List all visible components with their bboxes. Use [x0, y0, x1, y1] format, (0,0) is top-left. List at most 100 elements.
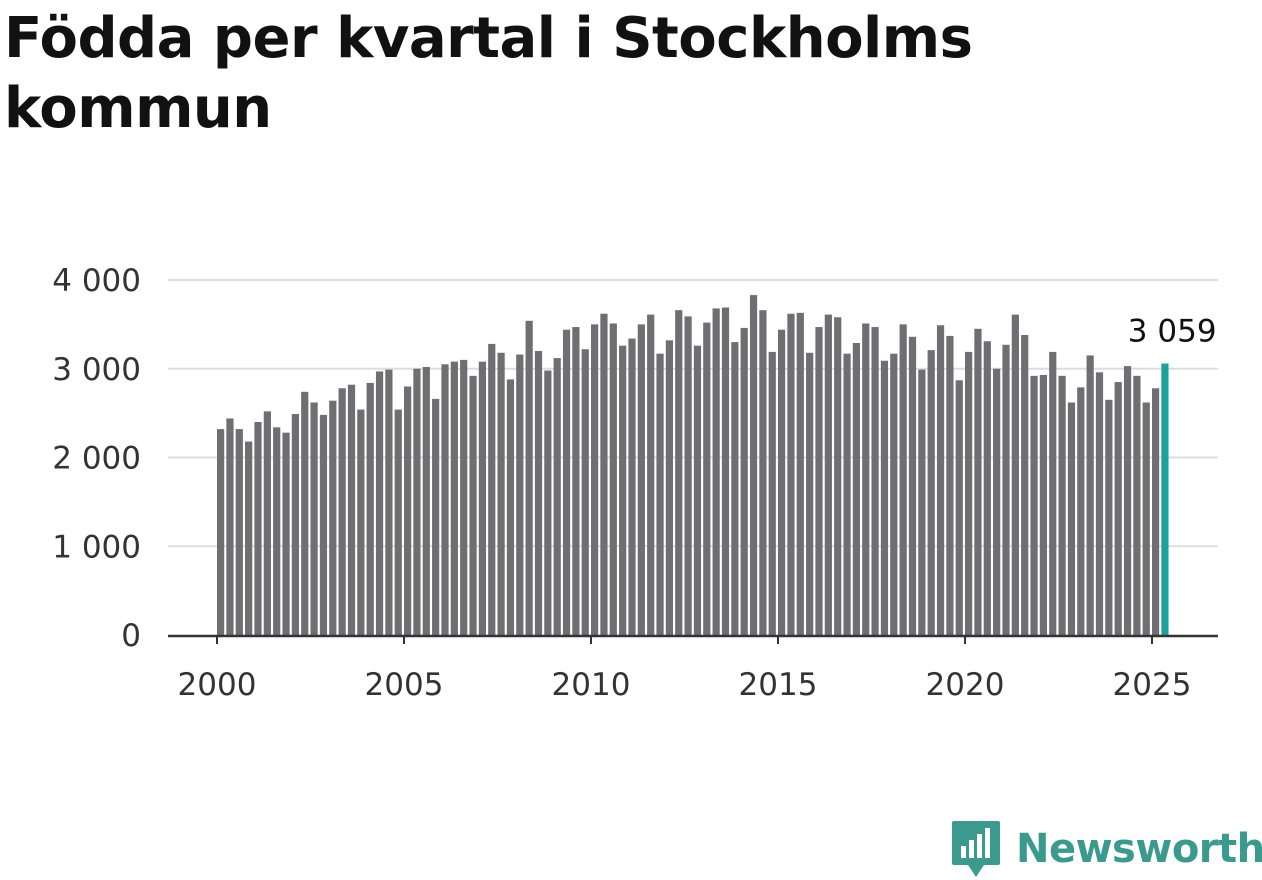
bar: 2021 Q1: 3270	[1002, 344, 1010, 635]
bar: 2015 Q4: 3180	[806, 352, 814, 635]
bar: 2003 Q1: 2640	[329, 400, 337, 635]
newsworthy-logo-text: Newsworthy	[1016, 826, 1262, 872]
bar: 2017 Q2: 3510	[862, 323, 870, 635]
bar: 2008 Q2: 3540	[525, 320, 533, 635]
bar: 2004 Q3: 2990	[385, 369, 393, 635]
bar: 2019 Q4: 2870	[955, 380, 963, 635]
bar: 2000 Q2: 2440	[226, 418, 234, 635]
bar: 2002 Q4: 2480	[319, 414, 328, 635]
bar: 2001 Q3: 2340	[273, 427, 281, 635]
bar: 2022 Q3: 2920	[1058, 375, 1066, 635]
bar: 2020 Q3: 3310	[983, 341, 991, 635]
bar: 2010 Q4: 3260	[619, 345, 627, 635]
y-tick-label: 0	[121, 618, 141, 654]
bar: 2004 Q2: 2970	[375, 371, 384, 635]
x-tick-label: 2025	[1113, 667, 1192, 703]
y-tick-label: 4 000	[52, 263, 141, 299]
bar: 2012 Q1: 3320	[665, 340, 673, 635]
bar: 2025 Q1: 2780	[1152, 388, 1160, 635]
bar: 2009 Q4: 3220	[581, 349, 589, 635]
bar: 2019 Q1: 3210	[927, 350, 935, 635]
bar: 2002 Q3: 2620	[310, 402, 318, 635]
bar: 2018 Q1: 3170	[890, 353, 898, 635]
bar: 2010 Q1: 3500	[591, 324, 599, 636]
bar: 2007 Q2: 3280	[488, 343, 496, 635]
bar: 2013 Q4: 3300	[731, 342, 739, 636]
bar: 2023 Q4: 2650	[1105, 399, 1113, 635]
bar: 2015 Q3: 3630	[796, 312, 804, 635]
bar: 2006 Q1: 3050	[441, 364, 449, 635]
bar: 2021 Q3: 3380	[1021, 335, 1029, 635]
bar: 2006 Q3: 3100	[460, 359, 468, 636]
bar: 2003 Q4: 2540	[357, 409, 365, 635]
bar: 2001 Q4: 2280	[282, 432, 290, 635]
bar: 2023 Q2: 3150	[1086, 355, 1094, 635]
y-tick-label: 1 000	[52, 529, 141, 565]
bar: 2001 Q1: 2400	[254, 422, 262, 635]
bar: 2024 Q4: 2620	[1142, 402, 1150, 635]
bar: 2014 Q1: 3460	[740, 327, 748, 635]
bar: 2023 Q1: 2790	[1077, 387, 1085, 635]
y-tick-label: 3 000	[52, 352, 141, 388]
bar: 2003 Q2: 2780	[338, 388, 346, 635]
bar: 2024 Q3: 2920	[1133, 375, 1141, 635]
bar: 2009 Q2: 3440	[562, 329, 571, 635]
bar: 2013 Q3: 3690	[721, 307, 730, 635]
bar: 2003 Q3: 2820	[347, 384, 356, 635]
bar: 2010 Q2: 3620	[600, 313, 608, 635]
bar: 2019 Q2: 3490	[936, 325, 945, 635]
bar: 2004 Q1: 2840	[366, 382, 374, 635]
bar: 2007 Q1: 3080	[478, 361, 486, 635]
bar: 2017 Q1: 3290	[852, 343, 860, 635]
bar: 2015 Q1: 3440	[778, 329, 786, 635]
x-tick-label: 2015	[739, 667, 818, 703]
bar: 2016 Q1: 3470	[815, 327, 823, 635]
bar: 2017 Q3: 3470	[871, 327, 879, 635]
bar: 2000 Q1: 2320	[217, 429, 225, 635]
bar: 2014 Q3: 3660	[759, 310, 767, 635]
bar: 2012 Q2: 3660	[675, 310, 683, 635]
bar: 2021 Q4: 2920	[1030, 375, 1038, 635]
bar: 2007 Q4: 2880	[506, 379, 515, 635]
bar: 2024 Q2: 3030	[1123, 366, 1132, 635]
bar: 2005 Q3: 3020	[422, 366, 430, 635]
x-tick-label: 2010	[552, 667, 631, 703]
bar: 2005 Q4: 2660	[432, 398, 440, 635]
bar: 2020 Q1: 3190	[965, 351, 973, 635]
bar: 2012 Q4: 3260	[693, 345, 702, 635]
bars: 2000 Q1: 23202000 Q2: 24402000 Q3: 2320 2…	[217, 295, 1169, 636]
bar: 2014 Q4: 3190	[768, 351, 776, 635]
bar: 2022 Q4: 2620	[1067, 402, 1076, 635]
bar: 2005 Q1: 2800	[404, 386, 412, 635]
bar: 2023 Q3: 2960	[1095, 372, 1104, 635]
x-axis: 2000 2005 2010 2015 2020 2025	[178, 636, 1192, 703]
bar: 2012 Q3: 3590	[684, 316, 692, 635]
bar: 2022 Q1: 2930	[1039, 374, 1047, 635]
bar: 2008 Q3: 3200	[534, 351, 543, 635]
bar: 2010 Q3: 3510	[609, 323, 617, 635]
bar: 2015 Q2: 3620	[787, 313, 795, 635]
bar: 2008 Q1: 3160	[516, 354, 524, 635]
bar: 2004 Q4: 2540	[394, 409, 402, 635]
x-tick-label: 2005	[365, 667, 444, 703]
bar: 2011 Q1: 3340	[628, 338, 636, 635]
bar: 2011 Q3: 3610	[647, 314, 655, 635]
bar: 2002 Q1: 2490	[291, 414, 299, 635]
bar: 2016 Q4: 3170	[843, 353, 851, 635]
newsworthy-logo-icon	[952, 821, 1000, 877]
bar: 2018 Q4: 2990	[918, 369, 926, 635]
bar: 2006 Q4: 2920	[469, 375, 477, 635]
bar: 2013 Q1: 3520	[703, 322, 711, 635]
last-value-label: 3 059	[1128, 314, 1217, 350]
bar: 2024 Q1: 2850	[1114, 382, 1122, 635]
bar: 2011 Q2: 3500	[637, 324, 645, 636]
newsworthy-logo[interactable]: Newsworthy	[950, 818, 1262, 880]
bar: 2011 Q4: 3170	[656, 353, 664, 635]
bar: 2009 Q1: 3120	[553, 358, 561, 635]
bar: 2000 Q3: 2320	[235, 429, 243, 635]
bar: 2022 Q2: 3190	[1049, 351, 1057, 635]
bar: 2007 Q3: 3180	[497, 352, 505, 635]
